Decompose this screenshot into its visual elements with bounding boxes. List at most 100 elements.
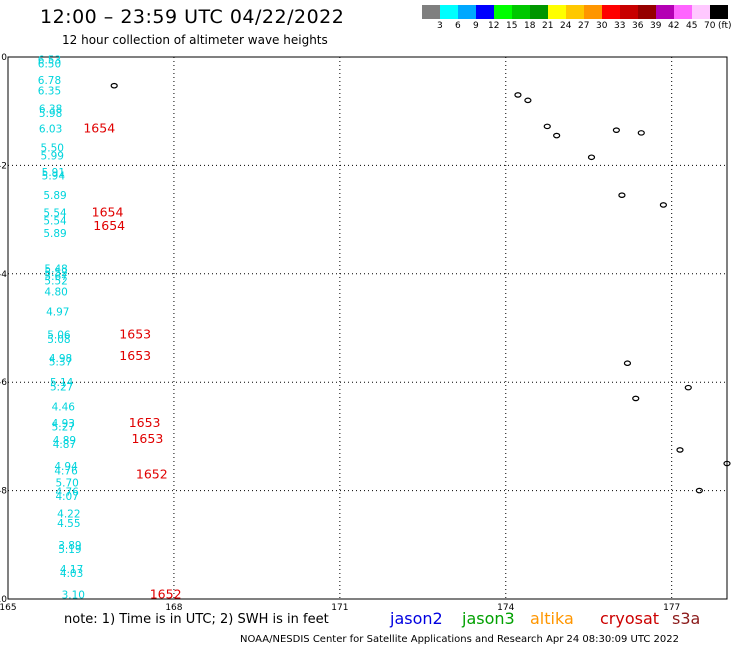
island-outline <box>684 384 692 391</box>
page-subtitle: 12 hour collection of altimeter wave hei… <box>62 33 328 47</box>
colorbar-swatch <box>476 5 494 19</box>
colorbar-swatch <box>656 5 674 19</box>
x-tick-label: 171 <box>331 603 348 613</box>
satellite-legend-cryosat: cryosat <box>600 609 660 628</box>
swh-measurement: 5.94 <box>42 171 66 183</box>
y-tick-label: -4 <box>0 270 7 280</box>
swh-measurement: 5.08 <box>47 334 70 346</box>
colorbar-label: 45 <box>686 21 698 31</box>
colorbar-swatch <box>638 5 656 19</box>
swh-measurement: 5.52 <box>44 275 67 287</box>
page-title: 12:00 – 23:59 UTC 04/22/2022 <box>40 6 345 28</box>
y-tick-label: -8 <box>0 487 7 497</box>
island-outline <box>553 132 561 139</box>
swh-measurement: 5.37 <box>49 357 72 369</box>
swh-measurement: 4.22 <box>57 508 80 520</box>
satellite-legend-altika: altika <box>530 609 574 628</box>
colorbar-swatch <box>512 5 530 19</box>
colorbar-label: 42 <box>668 21 680 31</box>
colorbar-label: 6 <box>455 21 461 31</box>
y-tick-label: -6 <box>0 378 7 388</box>
y-tick-label: -10 <box>0 595 7 605</box>
colorbar-swatch <box>692 5 710 19</box>
x-tick-label: 174 <box>497 603 514 613</box>
island-outline <box>543 123 551 130</box>
swh-measurement: 4.89 <box>53 435 76 447</box>
swh-measurement: 5.19 <box>58 544 81 556</box>
swh-measurement: 6.78 <box>38 75 61 87</box>
swh-measurement: 4.55 <box>57 518 80 530</box>
colorbar-label: 30 <box>596 21 608 31</box>
island-outline <box>524 97 532 104</box>
colorbar-swatch <box>458 5 476 19</box>
swh-measurement: 4.76 <box>54 466 78 478</box>
swh-measurement: 4.46 <box>52 402 76 414</box>
satellite-legend-jason3: jason3 <box>462 609 515 628</box>
swh-measurement: 5.54 <box>43 208 67 220</box>
colorbar-swatch <box>710 5 728 19</box>
swh-measurement: 6.38 <box>39 103 62 115</box>
x-tick-label: 168 <box>165 603 182 613</box>
swh-measurement: 4.87 <box>53 439 76 451</box>
pass-time-label: 1653 <box>129 415 161 430</box>
satellite-legend-s3a: s3a <box>672 609 701 628</box>
island-outline <box>676 447 684 453</box>
pass-time-label: 1653 <box>119 327 151 342</box>
island-outline <box>618 192 626 199</box>
pass-time-label: 1653 <box>119 348 151 363</box>
pass-time-label: 1652 <box>136 466 168 481</box>
swh-measurement: 5.06 <box>47 330 71 342</box>
island-outline <box>514 92 522 98</box>
map-frame <box>7 56 728 600</box>
swh-measurement: 6.50 <box>38 59 61 71</box>
swh-measurement: 4.80 <box>44 287 67 299</box>
y-tick-label: -2 <box>0 161 7 171</box>
colorbar-label: 3 <box>437 21 443 31</box>
footer-note: note: 1) Time is in UTC; 2) SWH is in fe… <box>64 612 329 627</box>
swh-measurement: 4.76 <box>55 487 79 499</box>
swh-measurement: 5.54 <box>43 216 67 228</box>
swh-measurement: 5.14 <box>50 377 74 389</box>
swh-measurement: 5.52 <box>44 267 67 279</box>
colorbar-label: 39 <box>650 21 662 31</box>
island-outline <box>632 395 640 402</box>
swh-measurement: 5.98 <box>39 108 62 120</box>
swh-measurement: 5.89 <box>43 190 66 202</box>
swh-measurement: 4.97 <box>46 307 69 319</box>
island-outline <box>637 130 645 136</box>
swh-measurement: 5.91 <box>42 167 65 179</box>
y-tick-label: 0 <box>1 53 7 63</box>
swh-measurement: 5.67 <box>44 271 67 283</box>
island-outline <box>723 460 731 467</box>
pass-time-label: 1653 <box>131 431 163 446</box>
colorbar-label: 12 <box>488 21 500 31</box>
swh-measurement: 4.17 <box>60 564 83 576</box>
colorbar-swatch <box>440 5 458 19</box>
colorbar-label: 36 <box>632 21 644 31</box>
island-outline <box>612 127 620 133</box>
colorbar-swatch <box>602 5 620 19</box>
colorbar-swatch <box>674 5 692 19</box>
colorbar-unit: (ft) <box>718 21 732 31</box>
colorbar-swatch <box>620 5 638 19</box>
colorbar-swatch <box>422 5 440 19</box>
island-outline <box>659 202 667 208</box>
swh-measurement: 4.03 <box>60 568 83 580</box>
swh-measurement: 4.98 <box>49 353 72 365</box>
swh-measurement: 6.03 <box>39 124 62 136</box>
x-tick-label: 177 <box>663 603 680 613</box>
colorbar-label: 33 <box>614 21 626 31</box>
colorbar-swatch <box>548 5 566 19</box>
pass-time-label: 1654 <box>83 121 115 136</box>
colorbar-label: 18 <box>524 21 536 31</box>
colorbar-label: 27 <box>578 21 590 31</box>
swh-measurement: 3.10 <box>62 590 85 602</box>
swh-measurement: 5.50 <box>41 143 64 155</box>
colorbar-swatch <box>566 5 584 19</box>
swh-measurement: 5.48 <box>44 263 67 275</box>
swh-measurement: 4.94 <box>54 461 78 473</box>
satellite-legend-jason2: jason2 <box>390 609 443 628</box>
swh-measurement: 4.93 <box>52 418 75 430</box>
colorbar-swatch <box>494 5 512 19</box>
